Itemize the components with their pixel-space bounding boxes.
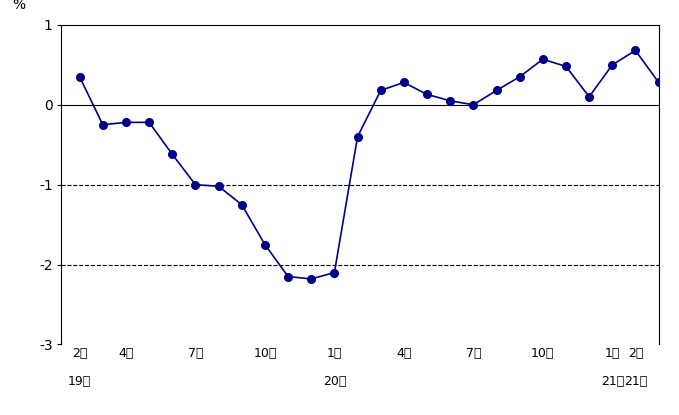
Text: 21年: 21年 [601, 375, 624, 388]
Text: 20年: 20年 [323, 375, 346, 388]
Text: 21年: 21年 [624, 375, 647, 388]
Text: 19年: 19年 [68, 375, 91, 388]
Y-axis label: %: % [13, 0, 26, 12]
